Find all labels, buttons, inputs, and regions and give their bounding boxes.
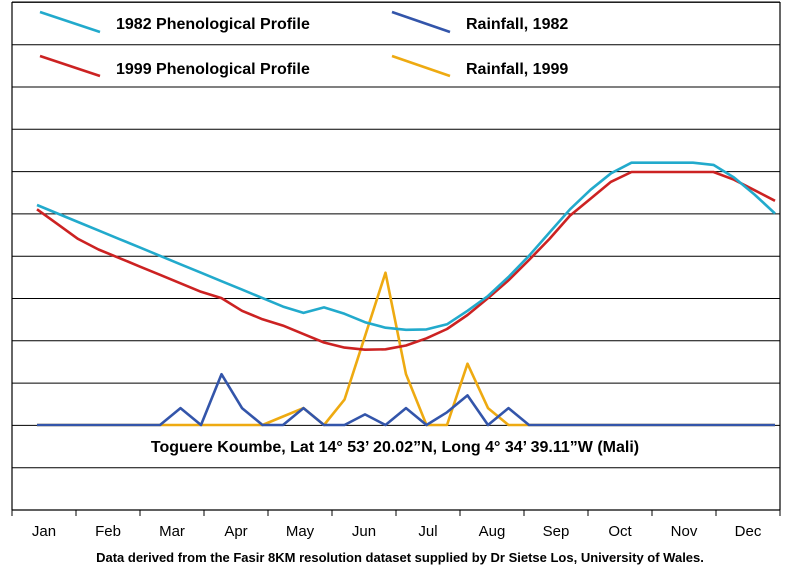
series-layer xyxy=(36,161,776,427)
gridlines xyxy=(12,1,780,511)
x-tick-label-jan: Jan xyxy=(32,523,56,540)
x-tick-label-oct: Oct xyxy=(608,523,632,540)
x-tick-label-may: May xyxy=(286,523,315,540)
legend-label-1982-phenological-profile: 1982 Phenological Profile xyxy=(116,16,310,33)
legend-swatch-rainfall-1982 xyxy=(391,10,451,34)
x-tick-label-apr: Apr xyxy=(224,523,247,540)
legend-label-rainfall-1982: Rainfall, 1982 xyxy=(466,16,568,33)
x-tick-label-aug: Aug xyxy=(479,523,506,540)
x-tick-label-mar: Mar xyxy=(159,523,185,540)
legend-swatch-1999-phenological-profile xyxy=(39,54,101,78)
x-tick-label-feb: Feb xyxy=(95,523,121,540)
x-tick-label-jul: Jul xyxy=(418,523,437,540)
legend: 1982 Phenological Profile Rainfall, 1982 1… xyxy=(39,10,568,78)
x-tick-label-jun: Jun xyxy=(352,523,376,540)
x-tick-label-nov: Nov xyxy=(671,523,698,540)
series-line-1999-phenological-profile xyxy=(36,170,776,352)
x-tick-label-dec: Dec xyxy=(735,523,762,540)
legend-label-1999-phenological-profile: 1999 Phenological Profile xyxy=(116,61,310,78)
series-line-rainfall-1982 xyxy=(37,372,775,427)
axes xyxy=(11,1,781,516)
location-annotation: Toguere Koumbe, Lat 14° 53’ 20.02”N, Lon… xyxy=(151,439,639,456)
series-line-1982-phenological-profile xyxy=(36,161,776,332)
x-tick-labels: Jan Feb Mar Apr May Jun Jul Aug Sep Oct Nov Dec xyxy=(32,523,762,540)
legend-swatch-rainfall-1999 xyxy=(391,54,451,78)
legend-swatch-1982-phenological-profile xyxy=(39,10,101,34)
series-line-rainfall-1999 xyxy=(37,271,775,427)
source-note: Data derived from the Fasir 8KM resoluti… xyxy=(96,550,704,565)
legend-label-rainfall-1999: Rainfall, 1999 xyxy=(466,61,568,78)
x-tick-label-sep: Sep xyxy=(543,523,570,540)
